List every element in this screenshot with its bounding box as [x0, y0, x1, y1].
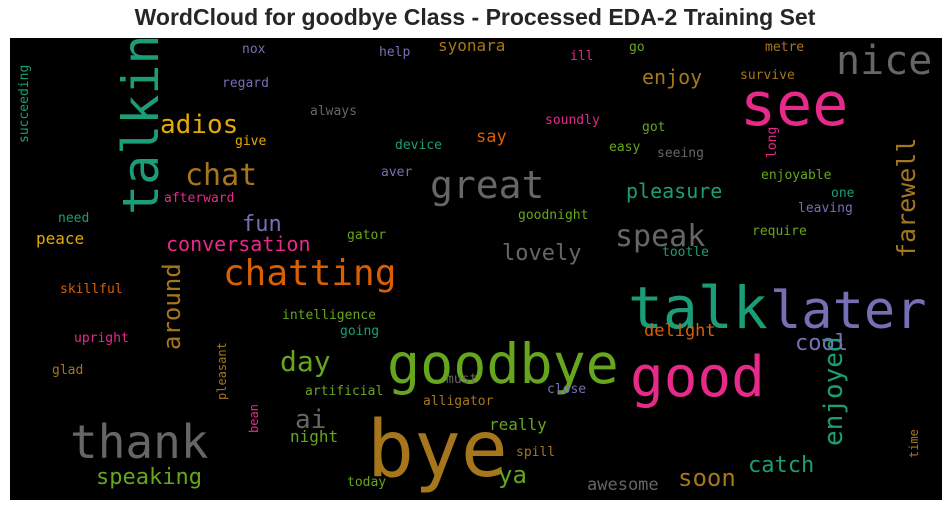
word-pleasant: pleasant: [215, 342, 229, 400]
word-nice: nice: [836, 38, 932, 84]
word-regard: regard: [222, 76, 269, 91]
word-day: day: [280, 345, 331, 378]
word-pleasure: pleasure: [626, 179, 722, 203]
word-need: need: [58, 211, 89, 226]
word-must: must: [446, 372, 477, 387]
word-ill: ill: [570, 49, 593, 64]
word-bye: bye: [367, 405, 508, 495]
word-leaving: leaving: [798, 201, 853, 216]
word-around: around: [158, 263, 186, 350]
word-nox: nox: [242, 42, 266, 57]
word-talk: talk: [628, 274, 768, 342]
word-soundly: soundly: [545, 113, 600, 128]
word-say: say: [476, 127, 507, 147]
word-see: see: [740, 70, 848, 140]
word-metre: metre: [765, 40, 804, 55]
word-conversation: conversation: [166, 232, 311, 256]
word-farewell: farewell: [892, 138, 921, 258]
word-intelligence: intelligence: [282, 308, 376, 323]
word-tootle: tootle: [662, 245, 709, 260]
word-give: give: [235, 134, 266, 149]
word-easy: easy: [609, 140, 640, 155]
word-got: got: [642, 120, 665, 135]
wordcloud-panel: bye goodbye talk good later see talking thank ni…: [10, 38, 942, 500]
word-talking: talking: [112, 38, 170, 215]
word-gator: gator: [347, 228, 386, 243]
word-skillful: skillful: [60, 282, 123, 297]
word-going: going: [340, 324, 379, 339]
word-succeeding: succeeding: [17, 65, 32, 143]
word-chat: chat: [185, 158, 257, 193]
word-enjoyed: enjoyed: [819, 336, 849, 446]
word-upright: upright: [74, 331, 129, 346]
word-today: today: [347, 475, 386, 490]
word-artificial: artificial: [305, 384, 383, 399]
word-speak: speak: [615, 219, 705, 254]
word-require: require: [752, 224, 807, 239]
word-adios: adios: [160, 110, 238, 140]
word-thank: thank: [70, 415, 208, 469]
word-enjoyable: enjoyable: [761, 168, 832, 183]
word-device: device: [395, 138, 442, 153]
word-help: help: [379, 45, 410, 60]
word-lovely: lovely: [502, 241, 581, 266]
word-peace: peace: [36, 229, 84, 248]
word-one: one: [831, 186, 855, 201]
word-delight: delight: [644, 321, 716, 341]
word-great: great: [430, 163, 544, 207]
word-cool: cool: [795, 331, 848, 356]
word-later: later: [770, 281, 927, 341]
word-alligator: alligator: [423, 394, 494, 409]
word-goodnight: goodnight: [518, 208, 588, 223]
word-soon: soon: [678, 464, 736, 492]
word-aver: aver: [381, 165, 412, 180]
word-go: go: [629, 40, 645, 55]
word-catch: catch: [748, 453, 814, 478]
word-awesome: awesome: [587, 475, 659, 495]
word-spill: spill: [516, 445, 555, 460]
word-chatting: chatting: [223, 253, 396, 294]
word-goodbye: goodbye: [387, 332, 619, 396]
word-ai: ai: [295, 405, 326, 435]
word-bean: bean: [247, 404, 261, 433]
word-survive: survive: [740, 68, 795, 83]
word-ya: ya: [498, 461, 527, 489]
word-fun: fun: [242, 212, 282, 237]
word-time: time: [907, 429, 921, 458]
word-glad: glad: [52, 363, 83, 378]
word-close: close: [547, 382, 586, 397]
word-syonara: syonara: [438, 38, 505, 55]
word-speaking: speaking: [96, 465, 202, 490]
chart-title: WordCloud for goodbye Class - Processed …: [134, 4, 816, 30]
word-really: really: [489, 415, 547, 434]
word-night: night: [290, 427, 338, 446]
word-good: good: [630, 345, 765, 410]
word-always: always: [310, 104, 357, 119]
word-enjoy: enjoy: [642, 65, 702, 89]
word-long: long: [765, 127, 780, 158]
word-afterward: afterward: [164, 191, 234, 206]
word-seeing: seeing: [657, 146, 704, 161]
